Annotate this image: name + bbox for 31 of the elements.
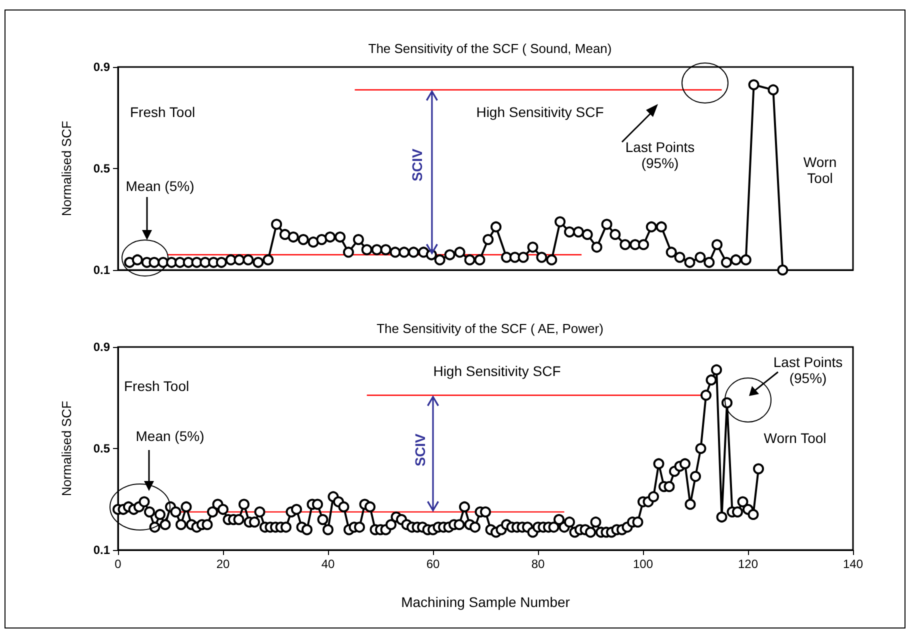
y-axis-title: Normalised SCF xyxy=(59,400,74,496)
x-axis-title: Machining Sample Number xyxy=(401,594,570,610)
x-tick-label: 0 xyxy=(114,557,122,571)
y-tick-label: 0.1 xyxy=(93,543,110,557)
y-tick-label: 0.5 xyxy=(93,442,110,456)
annotation: SCIV xyxy=(409,148,425,182)
annotation: Last Points (95%) xyxy=(625,139,695,171)
x-tick-label: 140 xyxy=(842,557,864,571)
x-tick-label: 80 xyxy=(531,557,545,571)
annotation: Fresh Tool xyxy=(124,378,190,394)
annotation: Mean (5%) xyxy=(126,178,194,194)
annotation: Last Points (95%) xyxy=(773,354,843,386)
chart-title: The Sensitivity of the SCF ( AE, Power) xyxy=(376,321,604,336)
y-tick-label: 0.9 xyxy=(93,340,110,354)
x-tick-label: 120 xyxy=(738,557,758,571)
y-tick-label: 0.1 xyxy=(93,263,110,277)
annotation: SCIV xyxy=(412,433,428,466)
y-tick-label: 0.5 xyxy=(93,162,110,176)
x-tick-label: 60 xyxy=(426,557,440,571)
x-tick-label: 20 xyxy=(216,557,230,571)
annotation: Fresh Tool xyxy=(130,104,196,120)
annotation: Worn Tool xyxy=(803,154,837,186)
annotation: High Sensitivity SCF xyxy=(433,363,561,379)
chart-title: The Sensitivity of the SCF ( Sound, Mean) xyxy=(368,41,612,56)
x-tick-label: 40 xyxy=(321,557,335,571)
annotation: High Sensitivity SCF xyxy=(476,104,604,120)
y-axis-title: Normalised SCF xyxy=(59,120,74,216)
y-tick-label: 0.9 xyxy=(93,60,110,74)
annotation: Mean (5%) xyxy=(136,428,204,444)
annotation: Worn Tool xyxy=(764,430,826,446)
x-tick-label: 100 xyxy=(632,557,654,571)
